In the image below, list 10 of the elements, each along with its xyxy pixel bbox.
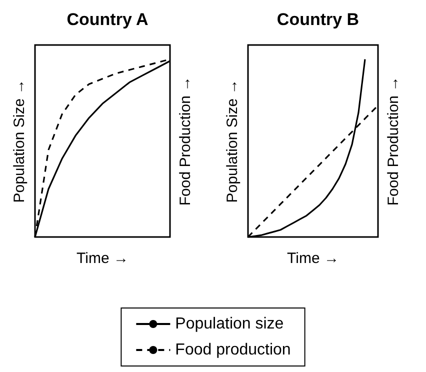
legend-label: Food production: [175, 342, 291, 358]
y2-axis-title: Food Production →: [385, 76, 402, 206]
x-axis-title: Time →: [76, 250, 128, 267]
y-axis-title: Population Size →: [224, 79, 241, 203]
chart-title: Country A: [66, 10, 148, 29]
x-axis-title: Time →: [287, 250, 339, 267]
y-axis-title: Population Size →: [11, 79, 28, 203]
legend-label: Population size: [175, 316, 284, 332]
y2-axis-title: Food Production →: [177, 76, 194, 206]
chart-title: Country B: [276, 10, 360, 29]
